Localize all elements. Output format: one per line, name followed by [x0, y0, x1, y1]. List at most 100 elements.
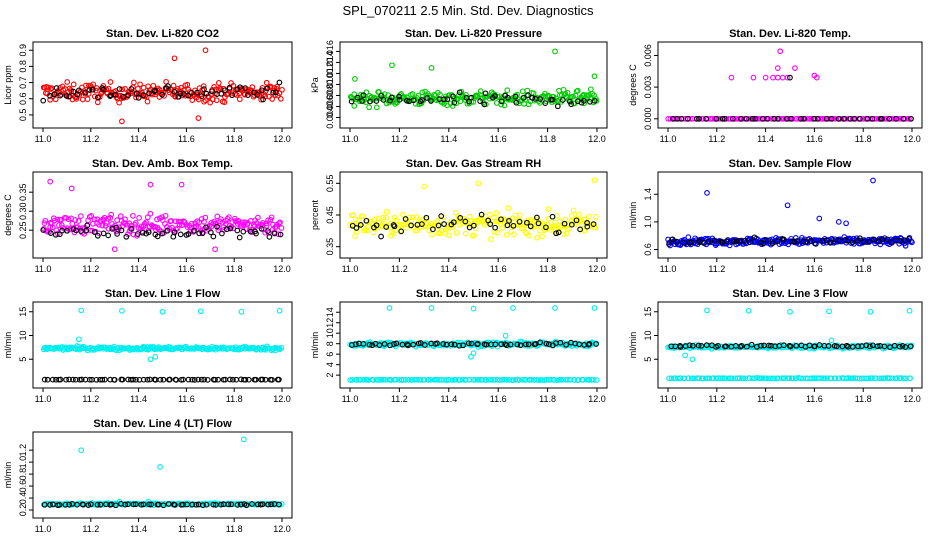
data-point — [493, 100, 500, 106]
data-point — [223, 226, 230, 233]
data-point — [242, 85, 249, 91]
data-point — [89, 86, 96, 93]
data-point — [438, 213, 445, 219]
y-axis-label: ml/min — [3, 462, 13, 489]
data-point — [800, 238, 807, 245]
data-point — [448, 341, 455, 348]
data-point — [357, 222, 364, 228]
data-point — [278, 225, 285, 231]
x-tick-label: 12.0 — [588, 394, 606, 404]
data-point — [759, 375, 766, 381]
data-point — [125, 501, 131, 508]
data-point — [202, 47, 209, 54]
data-point — [543, 224, 549, 231]
data-point — [440, 96, 447, 103]
data-point — [253, 230, 259, 237]
data-point — [422, 342, 428, 348]
data-point — [191, 377, 198, 383]
data-point — [719, 115, 726, 122]
data-point — [897, 375, 904, 381]
data-point — [276, 501, 282, 508]
data-point — [886, 115, 893, 122]
data-point — [765, 342, 772, 349]
data-point — [512, 377, 519, 383]
plot-frame — [32, 171, 293, 259]
data-point — [498, 341, 505, 348]
data-point — [754, 375, 760, 381]
data-point — [347, 222, 353, 228]
data-point — [146, 501, 152, 508]
data-point — [198, 93, 205, 99]
data-point — [213, 97, 220, 104]
data-point — [519, 376, 526, 383]
data-point — [351, 103, 358, 109]
data-point — [837, 115, 844, 122]
data-point — [119, 86, 126, 93]
data-point — [593, 98, 600, 104]
data-point — [552, 305, 558, 311]
data-point — [811, 72, 818, 79]
data-point — [185, 92, 191, 99]
data-point — [177, 231, 184, 238]
data-point — [507, 216, 513, 223]
data-point — [475, 377, 482, 383]
data-point — [201, 98, 207, 105]
data-point — [240, 436, 247, 443]
data-point — [51, 217, 58, 224]
data-point — [894, 375, 900, 381]
data-point — [240, 228, 247, 235]
x-tick-label: 11.2 — [82, 264, 99, 274]
data-point — [494, 229, 501, 236]
data-point — [769, 240, 776, 247]
data-point — [376, 342, 383, 348]
data-point — [723, 343, 729, 350]
data-point — [507, 341, 514, 348]
data-point — [835, 219, 842, 225]
data-point — [878, 115, 885, 122]
panel-2: Stan. Dev. Li-820 Pressure 11.0 11.2 11.4 11… — [310, 28, 608, 144]
data-point — [88, 501, 94, 508]
series-2 — [41, 500, 282, 509]
data-point — [747, 239, 753, 246]
data-point — [264, 85, 270, 92]
data-point — [230, 376, 236, 383]
y-tick-label: 0.9 — [18, 44, 28, 57]
data-point — [564, 89, 571, 96]
data-point — [78, 213, 84, 219]
x-tick-label: 11.2 — [708, 134, 725, 144]
data-point — [585, 341, 592, 348]
data-point — [398, 222, 405, 228]
data-point — [180, 376, 186, 383]
data-point — [789, 375, 796, 382]
data-point — [79, 225, 86, 231]
data-point — [128, 222, 135, 229]
data-point — [591, 305, 598, 311]
data-point — [543, 340, 550, 347]
data-point — [276, 220, 282, 227]
data-point — [474, 340, 481, 347]
data-point — [896, 343, 903, 350]
data-point — [726, 242, 733, 249]
data-point — [865, 375, 872, 382]
data-point — [470, 350, 477, 356]
y-tick-label: 0.000 — [643, 108, 653, 131]
y-tick-label: 5 — [18, 357, 28, 362]
data-point — [408, 222, 414, 229]
data-point — [40, 227, 47, 233]
data-point — [462, 218, 469, 225]
data-point — [545, 206, 552, 212]
data-point — [172, 93, 179, 100]
data-point — [245, 376, 252, 383]
data-point — [593, 377, 600, 383]
data-point — [352, 76, 358, 82]
data-point — [212, 246, 218, 253]
data-point — [76, 336, 82, 343]
plot-frame — [657, 41, 923, 129]
data-point — [84, 222, 91, 229]
data-point — [131, 79, 137, 86]
data-point — [214, 223, 220, 230]
data-point — [525, 92, 531, 98]
y-axis-label: percent — [310, 199, 320, 230]
data-point — [780, 342, 787, 349]
series-2 — [40, 222, 284, 241]
